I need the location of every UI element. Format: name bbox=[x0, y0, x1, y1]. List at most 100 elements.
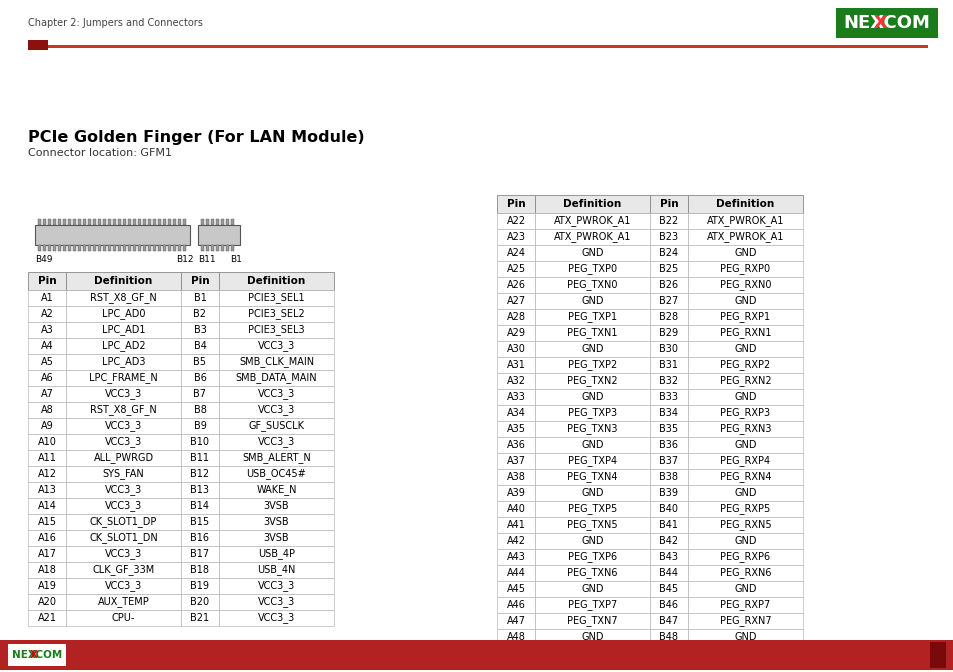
Text: B27: B27 bbox=[659, 296, 678, 306]
Text: LPC_AD0: LPC_AD0 bbox=[102, 308, 145, 319]
Text: GND: GND bbox=[734, 584, 756, 594]
Bar bbox=[497, 421, 535, 437]
Text: Connector location: GFM1: Connector location: GFM1 bbox=[28, 148, 172, 158]
Bar bbox=[649, 565, 687, 581]
Bar bbox=[163, 219, 166, 225]
Bar bbox=[497, 195, 535, 213]
Text: PEG_RXP7: PEG_RXP7 bbox=[720, 599, 770, 610]
Bar bbox=[66, 610, 181, 626]
Text: B16: B16 bbox=[191, 533, 210, 543]
Bar bbox=[497, 565, 535, 581]
Text: A13: A13 bbox=[37, 485, 56, 495]
Bar bbox=[219, 450, 334, 466]
Bar bbox=[687, 357, 802, 373]
Bar bbox=[198, 225, 240, 245]
Text: A8: A8 bbox=[41, 405, 53, 415]
Bar bbox=[28, 466, 66, 482]
Text: B2: B2 bbox=[193, 309, 206, 319]
Text: GND: GND bbox=[580, 584, 603, 594]
Text: B49: B49 bbox=[35, 255, 52, 264]
Bar bbox=[687, 245, 802, 261]
Bar bbox=[497, 645, 535, 661]
Bar bbox=[497, 469, 535, 485]
Bar bbox=[687, 421, 802, 437]
Text: B11: B11 bbox=[191, 453, 210, 463]
Bar bbox=[649, 325, 687, 341]
Bar bbox=[38, 219, 41, 225]
Bar bbox=[219, 578, 334, 594]
Bar bbox=[219, 434, 334, 450]
Bar bbox=[649, 229, 687, 245]
Text: PEG_TXN5: PEG_TXN5 bbox=[567, 519, 618, 530]
Bar bbox=[687, 261, 802, 277]
Text: PEG_TXP0: PEG_TXP0 bbox=[567, 263, 617, 274]
Text: VCC3_3: VCC3_3 bbox=[257, 388, 294, 399]
Bar bbox=[181, 306, 219, 322]
Bar bbox=[66, 594, 181, 610]
Bar bbox=[181, 450, 219, 466]
Text: B15: B15 bbox=[191, 517, 210, 527]
Bar bbox=[35, 225, 190, 245]
Bar bbox=[28, 354, 66, 370]
Text: A30: A30 bbox=[506, 344, 525, 354]
Text: GND: GND bbox=[734, 392, 756, 402]
Text: A33: A33 bbox=[506, 392, 525, 402]
Text: NEXCOM: NEXCOM bbox=[11, 650, 62, 660]
Text: GND: GND bbox=[734, 648, 756, 658]
Bar bbox=[211, 219, 213, 225]
Text: A40: A40 bbox=[506, 504, 525, 514]
Bar bbox=[211, 245, 213, 251]
Text: B38: B38 bbox=[659, 472, 678, 482]
Text: PEG_RXN6: PEG_RXN6 bbox=[719, 568, 770, 579]
Bar bbox=[123, 245, 126, 251]
Bar bbox=[103, 245, 106, 251]
Text: PCIe Golden Finger (For LAN Module): PCIe Golden Finger (For LAN Module) bbox=[28, 130, 364, 145]
Bar bbox=[535, 229, 649, 245]
Bar bbox=[535, 565, 649, 581]
Bar bbox=[148, 219, 151, 225]
Bar bbox=[63, 245, 66, 251]
Bar bbox=[66, 386, 181, 402]
Text: A39: A39 bbox=[506, 488, 525, 498]
Bar bbox=[687, 549, 802, 565]
Bar bbox=[497, 229, 535, 245]
Text: A38: A38 bbox=[506, 472, 525, 482]
Bar bbox=[649, 389, 687, 405]
Bar bbox=[497, 373, 535, 389]
Bar bbox=[687, 309, 802, 325]
Bar bbox=[83, 219, 86, 225]
Bar bbox=[535, 389, 649, 405]
Text: B4: B4 bbox=[193, 341, 206, 351]
Bar bbox=[43, 219, 46, 225]
Bar bbox=[28, 45, 927, 48]
Bar bbox=[112, 219, 116, 225]
Bar bbox=[535, 453, 649, 469]
Text: B12: B12 bbox=[175, 255, 193, 264]
Bar bbox=[649, 293, 687, 309]
Bar bbox=[497, 517, 535, 533]
Text: A3: A3 bbox=[41, 325, 53, 335]
Text: Pin: Pin bbox=[191, 276, 209, 286]
Text: B43: B43 bbox=[659, 552, 678, 562]
Bar bbox=[158, 245, 161, 251]
Bar bbox=[687, 597, 802, 613]
Bar bbox=[497, 213, 535, 229]
Text: VCC3_3: VCC3_3 bbox=[105, 581, 142, 591]
Text: VCC3_3: VCC3_3 bbox=[105, 421, 142, 431]
Bar bbox=[66, 354, 181, 370]
Text: ATX_PWROK_A1: ATX_PWROK_A1 bbox=[706, 216, 783, 226]
Bar bbox=[66, 306, 181, 322]
Bar bbox=[687, 325, 802, 341]
Text: A10: A10 bbox=[37, 437, 56, 447]
Bar bbox=[649, 277, 687, 293]
Bar bbox=[38, 245, 41, 251]
Text: PEG_TXP3: PEG_TXP3 bbox=[567, 407, 617, 419]
Bar bbox=[497, 341, 535, 357]
Text: PEG_RXN7: PEG_RXN7 bbox=[719, 616, 771, 626]
Bar bbox=[78, 245, 81, 251]
Text: B20: B20 bbox=[191, 597, 210, 607]
Text: ALL_PWRGD: ALL_PWRGD bbox=[93, 452, 153, 464]
Bar bbox=[535, 469, 649, 485]
Bar bbox=[66, 546, 181, 562]
Text: PEG_TXN0: PEG_TXN0 bbox=[567, 280, 618, 290]
